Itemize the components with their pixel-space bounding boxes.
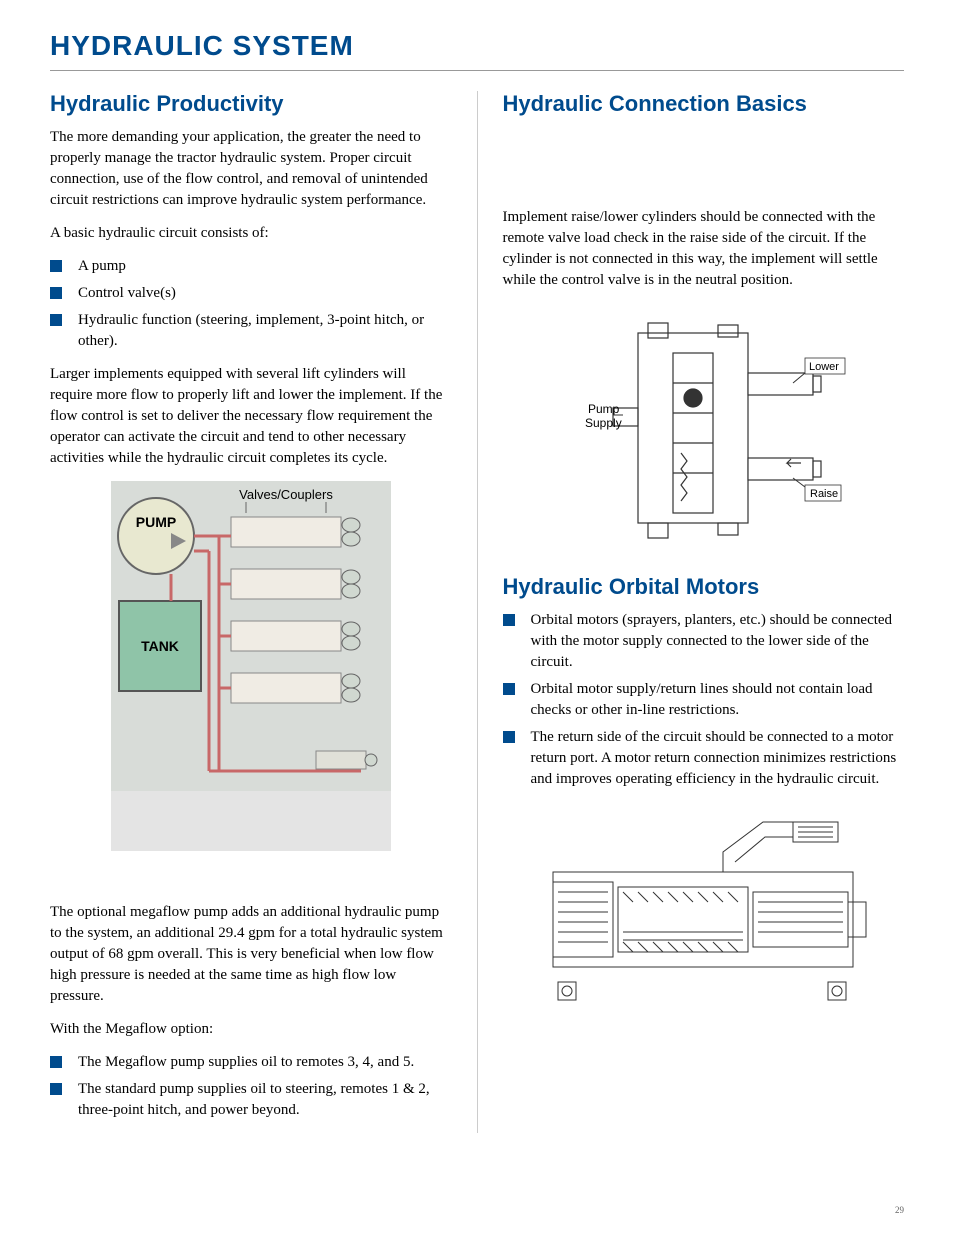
bullet-text: Hydraulic function (steering, implement,… [78, 312, 424, 349]
tank-label: TANK [141, 638, 179, 654]
connection-basics-heading: Hydraulic Connection Basics [503, 91, 905, 117]
lower-label: Lower [809, 361, 839, 373]
two-column-layout: Hydraulic Productivity The more demandin… [50, 91, 904, 1133]
bullet-orbital-connection: Orbital motors (sprayers, planters, etc.… [503, 610, 905, 673]
orbital-bullets: Orbital motors (sprayers, planters, etc.… [503, 610, 905, 790]
megaflow-option-para: With the Megaflow option: [50, 1019, 452, 1040]
valves-label: Valves/Couplers [239, 487, 333, 502]
megaflow-para: The optional megaflow pump adds an addit… [50, 902, 452, 1007]
bullet-square-icon [50, 1056, 62, 1068]
bullet-orbital-lines: Orbital motor supply/return lines should… [503, 679, 905, 721]
bullet-square-icon [50, 287, 62, 299]
circuit-consists-para: A basic hydraulic circuit consists of: [50, 223, 452, 244]
bullet-text: Orbital motor supply/return lines should… [531, 681, 873, 718]
orbital-motor-svg [523, 802, 883, 1022]
bullet-text: The return side of the circuit should be… [531, 729, 897, 787]
bullet-orbital-return: The return side of the circuit should be… [503, 727, 905, 790]
bullet-square-icon [503, 614, 515, 626]
bullet-square-icon [503, 683, 515, 695]
page-number: 29 [895, 1205, 904, 1215]
orbital-motor-diagram [503, 802, 905, 1027]
valve-diagram: Pump Supply Lower Raise [503, 303, 905, 558]
bullet-square-icon [503, 731, 515, 743]
left-column: Hydraulic Productivity The more demandin… [50, 91, 477, 1133]
page-title: HYDRAULIC SYSTEM [50, 30, 904, 71]
larger-implements-para: Larger implements equipped with several … [50, 364, 452, 469]
right-column: Hydraulic Connection Basics Implement ra… [477, 91, 905, 1133]
pump-supply-label2: Supply [585, 416, 622, 430]
bullet-text: The Megaflow pump supplies oil to remote… [78, 1054, 414, 1070]
bullet-text: The standard pump supplies oil to steeri… [78, 1081, 430, 1118]
valve-svg: Pump Supply Lower Raise [553, 303, 853, 553]
bullet-square-icon [50, 1083, 62, 1095]
bullet-hydraulic-function: Hydraulic function (steering, implement,… [50, 310, 452, 352]
bullet-text: Control valve(s) [78, 285, 176, 301]
pump-tank-svg: PUMP Valves/Couplers [111, 481, 391, 881]
bullet-square-icon [50, 260, 62, 272]
bullet-standard-pump: The standard pump supplies oil to steeri… [50, 1079, 452, 1121]
pump-supply-label: Pump [588, 402, 620, 416]
bullet-megaflow-remotes: The Megaflow pump supplies oil to remote… [50, 1052, 452, 1073]
hydraulic-productivity-heading: Hydraulic Productivity [50, 91, 452, 117]
productivity-intro-para: The more demanding your application, the… [50, 127, 452, 211]
circuit-bullets: A pump Control valve(s) Hydraulic functi… [50, 256, 452, 352]
bullet-control-valves: Control valve(s) [50, 283, 452, 304]
megaflow-bullets: The Megaflow pump supplies oil to remote… [50, 1052, 452, 1121]
bullet-text: A pump [78, 258, 126, 274]
bullet-text: Orbital motors (sprayers, planters, etc.… [531, 612, 893, 670]
raise-label: Raise [810, 488, 838, 500]
pump-tank-diagram: PUMP Valves/Couplers [50, 481, 452, 886]
bullet-pump: A pump [50, 256, 452, 277]
pump-label: PUMP [136, 514, 176, 530]
bullet-square-icon [50, 314, 62, 326]
connection-basics-para: Implement raise/lower cylinders should b… [503, 207, 905, 291]
orbital-motors-heading: Hydraulic Orbital Motors [503, 574, 905, 600]
